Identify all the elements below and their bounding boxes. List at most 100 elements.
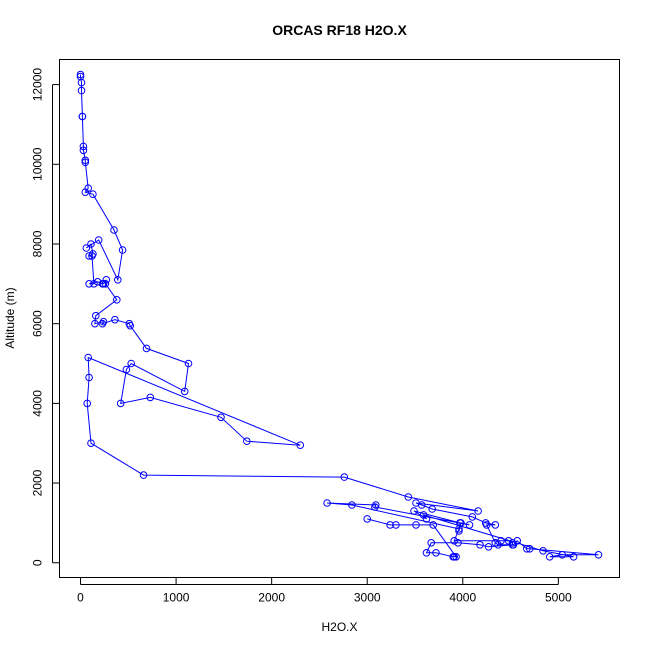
data-point [455, 525, 463, 533]
x-axis-label: H2O.X [321, 620, 357, 634]
x-tick-label: 5000 [545, 591, 572, 605]
data-point [410, 507, 418, 515]
data-point [76, 70, 85, 79]
data-point [146, 393, 155, 402]
chart-title: ORCAS RF18 H2O.X [272, 22, 407, 38]
data-point [508, 539, 517, 547]
data-point [111, 315, 119, 324]
data-point [482, 521, 491, 529]
data-point [412, 521, 420, 529]
x-tick-label: 3000 [354, 591, 381, 605]
data-point [508, 541, 517, 549]
data-point [594, 551, 603, 559]
y-tick-label: 2000 [31, 469, 45, 496]
data-point [184, 359, 193, 368]
data-point [468, 513, 477, 521]
data-point [217, 413, 225, 422]
data-point [85, 252, 93, 260]
data-point [432, 549, 440, 557]
y-tick-label: 0 [31, 559, 45, 566]
data-point [465, 521, 474, 529]
data-point [85, 373, 93, 382]
data-point [113, 296, 121, 304]
data-point [513, 537, 522, 545]
x-tick-label: 2000 [258, 591, 285, 605]
data-point [116, 399, 125, 408]
data-point [90, 280, 98, 288]
data-point [504, 537, 513, 545]
data-point [569, 553, 578, 561]
data-point [450, 537, 459, 545]
data-point [94, 236, 103, 244]
data-point [523, 545, 531, 553]
data-point [91, 319, 99, 328]
data-point [372, 501, 380, 509]
data-point [450, 553, 459, 561]
data-point [98, 319, 107, 328]
data-point [85, 280, 93, 288]
data-point [417, 501, 426, 509]
data-point [323, 499, 331, 507]
data-point [139, 471, 148, 479]
data-point [122, 365, 131, 374]
data-point [89, 190, 97, 198]
data-point [539, 547, 547, 555]
data-point [118, 246, 127, 254]
x-tick-label: 1000 [163, 591, 190, 605]
y-tick-label: 10000 [31, 147, 45, 181]
data-point [77, 86, 86, 95]
data-point [363, 515, 372, 523]
data-point [79, 146, 88, 155]
x-axis: 0 1000 2000 3000 4000 5000 [77, 577, 572, 605]
y-axis: 0 2000 4000 6000 8000 10000 12000 [31, 68, 60, 566]
data-point [474, 507, 482, 515]
data-point [404, 493, 413, 501]
y-tick-label: 12000 [31, 68, 45, 102]
x-tick-label: 0 [77, 591, 84, 605]
data-point [476, 541, 484, 549]
series-line [80, 74, 599, 558]
data-point [92, 311, 100, 320]
data-point [497, 537, 505, 545]
data-point [454, 539, 462, 547]
data-point [428, 505, 437, 513]
data-point [142, 344, 151, 353]
data-point [455, 527, 463, 535]
data-point [81, 188, 90, 196]
data-point [83, 399, 91, 408]
data-point [114, 276, 122, 284]
data-point [340, 473, 349, 481]
data-point [77, 78, 86, 87]
data-point [102, 276, 111, 284]
data-point [296, 441, 305, 450]
plot-frame [59, 59, 620, 578]
x-tick-label: 4000 [449, 591, 476, 605]
data-point [110, 226, 118, 234]
y-axis-label: Altitude (m) [3, 287, 17, 348]
y-tick-label: 4000 [31, 390, 45, 417]
data-point [491, 521, 500, 529]
data-point [180, 387, 189, 396]
data-point [422, 549, 431, 557]
data-point [243, 437, 251, 446]
data-point [525, 545, 534, 553]
data-point [87, 240, 95, 248]
data-point [84, 353, 92, 362]
data-point [429, 521, 438, 529]
data-point [78, 112, 87, 121]
data-point [101, 280, 110, 288]
data-point [82, 244, 91, 252]
data-point [87, 439, 95, 448]
data-point [427, 539, 436, 547]
data-point [126, 321, 134, 330]
data-point [81, 158, 90, 167]
y-tick-label: 8000 [31, 230, 45, 257]
data-point [386, 521, 394, 529]
data-point [81, 156, 90, 165]
data-point [79, 142, 88, 151]
data-point [558, 551, 567, 559]
data-point [392, 521, 400, 529]
data-point [348, 501, 356, 509]
data-point [422, 515, 431, 523]
